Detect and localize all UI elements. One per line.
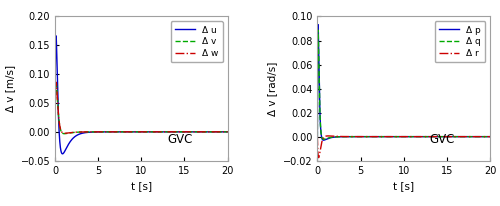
X-axis label: t [s]: t [s]: [393, 181, 414, 191]
X-axis label: t [s]: t [s]: [130, 181, 152, 191]
Legend: Δ p, Δ q, Δ r: Δ p, Δ q, Δ r: [434, 21, 486, 62]
Y-axis label: Δ v [rad/s]: Δ v [rad/s]: [268, 61, 278, 116]
Text: GVC: GVC: [430, 133, 455, 146]
Y-axis label: Δ v [m/s]: Δ v [m/s]: [5, 65, 15, 112]
Text: GVC: GVC: [167, 133, 192, 146]
Legend: Δ u, Δ v, Δ w: Δ u, Δ v, Δ w: [170, 21, 223, 62]
